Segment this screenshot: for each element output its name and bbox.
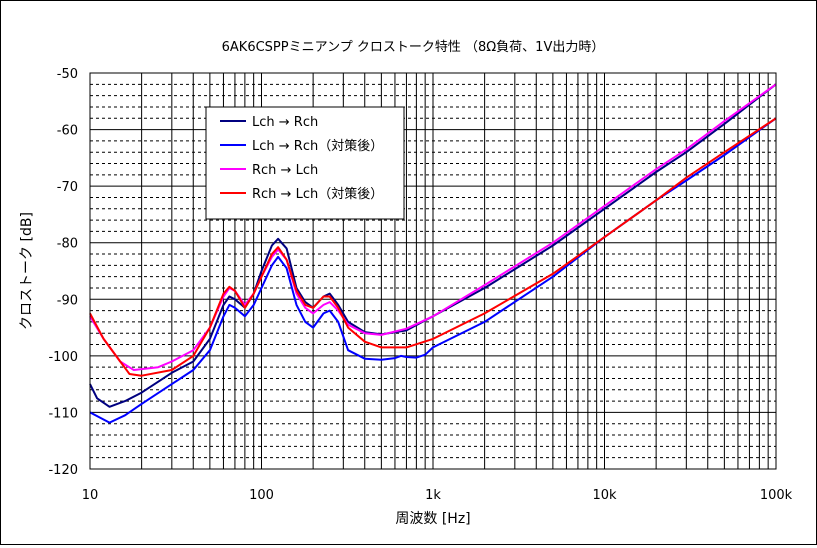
y-tick-label: -100 [48,350,78,365]
y-tick-label: -60 [57,124,78,139]
y-axis-label: クロストーク [dB] [19,212,35,330]
legend: Lch → Rch Lch → Rch（対策後） Rch → Lch Rch → Lc… [205,106,405,220]
legend-label: Rch → Lch [252,163,318,178]
x-tick-label: 10k [592,488,617,503]
series-line-4 [89,117,777,377]
legend-box [205,106,405,220]
y-tick-labels: -50 -60 -70 -80 -90 -100 -110 -120 [48,67,78,478]
series-line-2 [89,117,777,424]
legend-label: Lch → Rch（対策後） [252,138,383,154]
series-line-3 [89,83,777,371]
x-axis-label: 周波数 [Hz] [395,511,470,527]
legend-label: Rch → Lch（対策後） [252,186,383,202]
series-lines [89,83,777,424]
x-tick-labels: 10 100 1k 10k 100k [82,488,793,503]
x-tick-label: 100 [249,488,274,503]
plot-area [89,72,777,470]
x-tick-label: 100k [760,488,793,503]
y-tick-label: -70 [57,180,78,195]
y-tick-label: -90 [57,293,78,308]
grid [89,72,776,470]
y-tick-label: -80 [57,237,78,252]
y-tick-label: -110 [48,406,78,421]
x-tick-label: 1k [425,488,441,503]
legend-label: Lch → Rch [252,115,318,130]
chart-title: 6AK6CSPPミニアンプ クロストーク特性 （8Ω負荷、1V出力時） [222,40,605,55]
x-tick-label: 10 [82,488,99,503]
y-tick-label: -120 [48,463,78,478]
y-tick-label: -50 [57,67,78,82]
